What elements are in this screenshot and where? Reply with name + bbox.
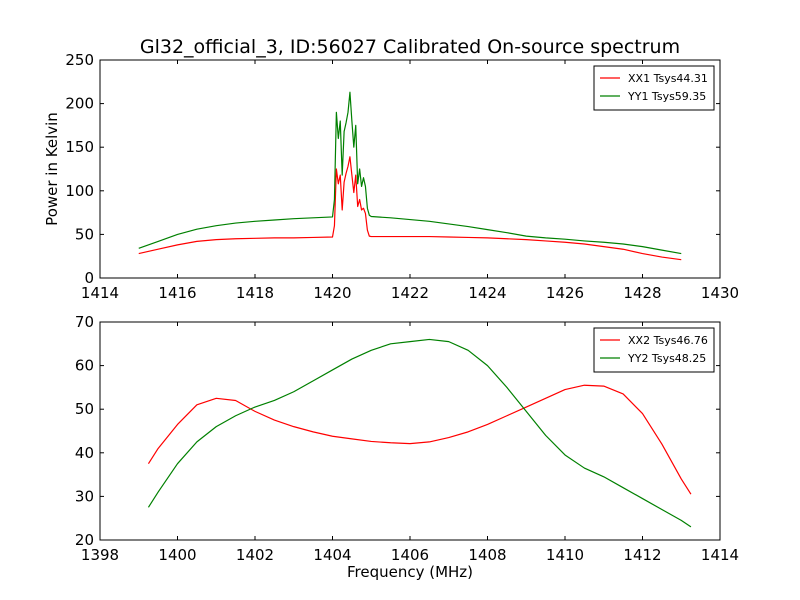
x-tick-label: 1428 bbox=[623, 284, 661, 302]
x-tick-label: 1422 bbox=[391, 284, 429, 302]
x-tick-label: 1420 bbox=[313, 284, 351, 302]
x-tick-label: 1404 bbox=[313, 546, 351, 564]
legend-box bbox=[593, 65, 715, 111]
x-tick-label: 1424 bbox=[468, 284, 506, 302]
series-line-yy2 bbox=[147, 338, 692, 528]
series-line-xx1 bbox=[138, 156, 682, 261]
y-tick-label: 60 bbox=[75, 357, 94, 375]
y-tick-label: 30 bbox=[75, 487, 94, 505]
y-tick-label: 100 bbox=[65, 182, 94, 200]
y-tick-label: 40 bbox=[75, 444, 94, 462]
y-tick-label: 70 bbox=[75, 313, 94, 331]
x-axis-label: Frequency (MHz) bbox=[347, 563, 473, 581]
y-tick-label: 150 bbox=[65, 138, 94, 156]
legend-label: YY2 Tsys48.25 bbox=[627, 352, 706, 365]
legend-label: XX1 Tsys44.31 bbox=[628, 72, 708, 85]
legend-label: XX2 Tsys46.76 bbox=[628, 334, 708, 347]
y-tick-label: 50 bbox=[75, 225, 94, 243]
y-tick-label: 20 bbox=[75, 531, 94, 549]
y-tick-label: 0 bbox=[84, 269, 94, 287]
y-tick-label: 250 bbox=[65, 51, 94, 69]
y-tick-label: 200 bbox=[65, 95, 94, 113]
y-tick-label: 50 bbox=[75, 400, 94, 418]
x-tick-label: 1414 bbox=[81, 284, 119, 302]
top-spectrum-panel: 1414 1416 1418 1420 1422 1424 1426 1428 1430 0 50 1… bbox=[43, 51, 739, 302]
x-tick-label: 1410 bbox=[546, 546, 584, 564]
x-tick-label: 1406 bbox=[391, 546, 429, 564]
x-tick-label: 1400 bbox=[158, 546, 196, 564]
legend: XX1 Tsys44.31 YY1 Tsys59.35 bbox=[593, 65, 715, 111]
x-tick-label: 1430 bbox=[701, 284, 739, 302]
x-tick-label: 1402 bbox=[236, 546, 274, 564]
x-tick-label: 1426 bbox=[546, 284, 584, 302]
x-tick-label: 1414 bbox=[701, 546, 739, 564]
legend-box bbox=[593, 327, 715, 373]
x-tick-label: 1408 bbox=[468, 546, 506, 564]
y-axis-label: Power in Kelvin bbox=[43, 112, 61, 226]
bottom-spectrum-panel: 1398 1400 1402 1404 1406 1408 1410 1412 1414 20 30… bbox=[75, 313, 739, 564]
x-tick-label: 1398 bbox=[81, 546, 119, 564]
series-line-xx2 bbox=[147, 384, 692, 495]
x-tick-label: 1412 bbox=[623, 546, 661, 564]
legend-label: YY1 Tsys59.35 bbox=[627, 90, 706, 103]
series-line-yy1 bbox=[138, 91, 682, 255]
x-tick-label: 1416 bbox=[158, 284, 196, 302]
x-tick-label: 1418 bbox=[236, 284, 274, 302]
legend: XX2 Tsys46.76 YY2 Tsys48.25 bbox=[593, 327, 715, 373]
figure-title: Gl32_official_3, ID:56027 Calibrated On-… bbox=[140, 36, 680, 58]
